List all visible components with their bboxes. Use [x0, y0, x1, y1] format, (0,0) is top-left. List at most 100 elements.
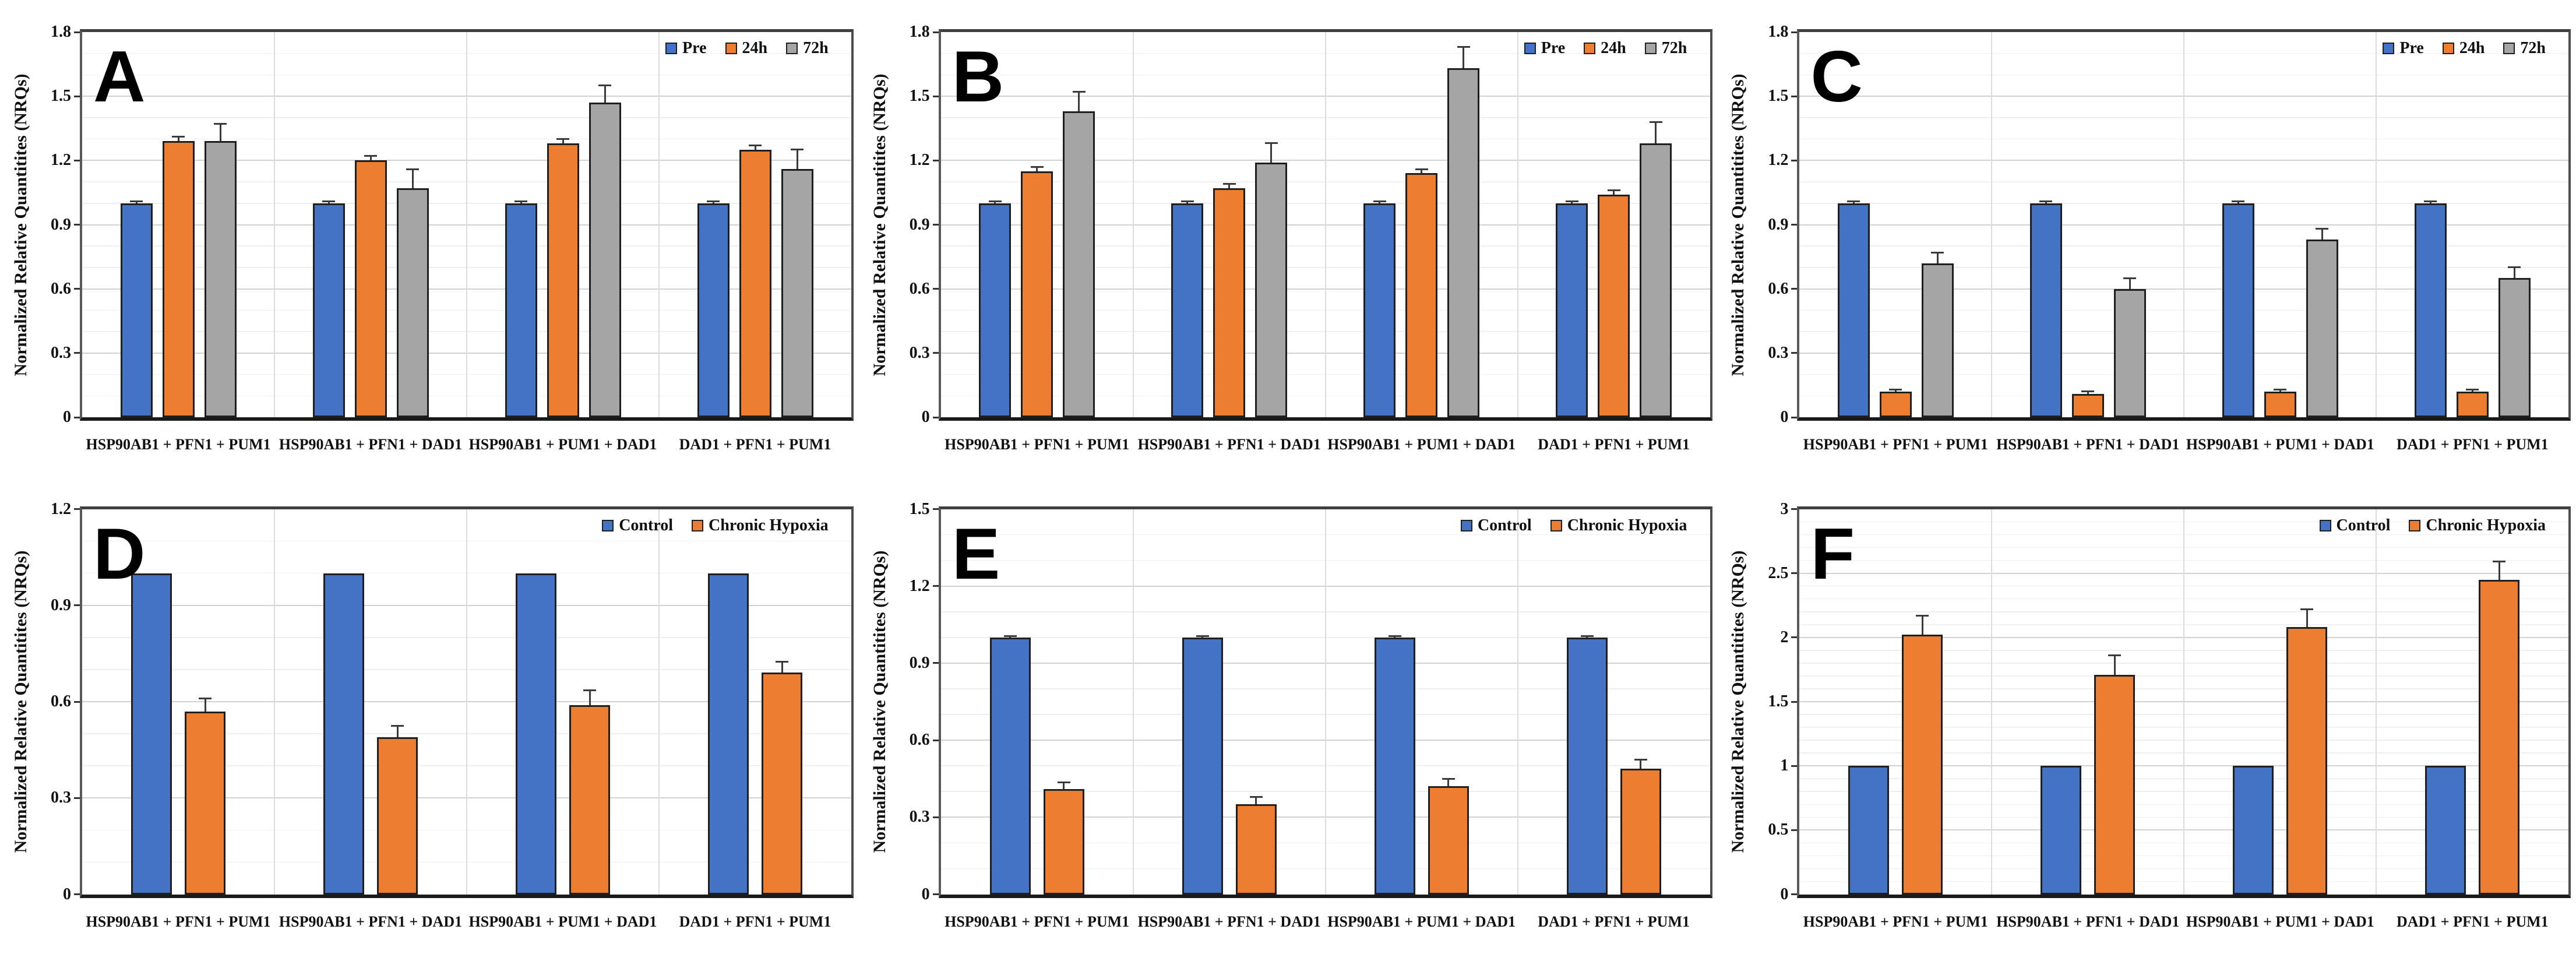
category-separator	[1517, 32, 1518, 417]
error-cap	[1415, 168, 1428, 170]
bar-chronic-hypoxia-cat2	[1235, 804, 1277, 895]
legend-item-72h: 72h	[1644, 39, 1687, 58]
error-cap	[515, 200, 527, 202]
error-whisker	[2279, 389, 2281, 392]
x-category-label: DAD1 + PFN1 + PUM1	[679, 913, 831, 930]
legend-swatch-icon	[602, 519, 614, 531]
legend-swatch-icon	[786, 43, 798, 54]
category-separator	[1324, 32, 1326, 417]
bar-24h-cat4	[2456, 391, 2489, 417]
y-tick-label: 0.9	[51, 215, 71, 234]
bar-pre-cat2	[2029, 203, 2062, 417]
bar-pre-cat4	[1556, 203, 1588, 417]
error-cap	[1388, 635, 1401, 638]
legend: Pre 24h 72h	[2383, 39, 2546, 58]
x-category-label: DAD1 + PFN1 + PUM1	[2396, 913, 2549, 930]
error-cap	[2508, 266, 2521, 269]
error-cap	[2108, 654, 2122, 657]
y-tick-label: 0.9	[909, 653, 930, 672]
bar-72h-cat4	[781, 169, 813, 417]
y-tick	[74, 797, 80, 799]
bar-pre-cat3	[1363, 203, 1396, 417]
error-whisker	[135, 201, 138, 203]
legend-swatch-icon	[2409, 519, 2421, 531]
x-category-label: HSP90AB1 + PFN1 + PUM1	[945, 436, 1130, 453]
y-tick	[74, 159, 80, 161]
y-axis-title: Normalized Relative Quantitites (NRQs)	[11, 73, 30, 376]
error-cap	[2300, 608, 2314, 610]
x-category-label: HSP90AB1 + PFN1 + DAD1	[279, 436, 463, 453]
bar-72h-cat3	[589, 103, 621, 417]
y-tick-label: 0	[1780, 885, 1789, 903]
y-tick	[74, 352, 80, 354]
bar-24h-cat4	[739, 149, 771, 417]
y-tick	[932, 585, 939, 587]
error-cap	[776, 660, 788, 663]
bar-pre-cat3	[505, 203, 537, 417]
error-cap	[2424, 200, 2437, 202]
error-cap	[1180, 200, 1194, 202]
bar-72h-cat2	[1255, 163, 1288, 417]
chart-panel-E: 0 0.3 0.6 0.9 1.2 1.5 HSP90AB1 + PFN1 + PUM1 HS…	[859, 477, 1718, 954]
chart-panel-B: 0 0.3 0.6 0.9 1.2 1.5 1.8 HSP90AB1 + PFN1 + PUM…	[859, 0, 1718, 477]
y-tick-label: 1	[1780, 756, 1789, 775]
y-tick	[1791, 700, 1798, 703]
legend-label: Pre	[1541, 39, 1566, 57]
error-whisker	[219, 124, 221, 142]
bar-pre-cat1	[979, 203, 1012, 417]
x-category-label: HSP90AB1 + PUM1 + DAD1	[1327, 436, 1516, 453]
bar-control-cat3	[516, 573, 556, 895]
error-whisker	[1379, 201, 1381, 203]
x-category-label: HSP90AB1 + PFN1 + PUM1	[86, 436, 271, 453]
x-category-label: DAD1 + PFN1 + PUM1	[1538, 436, 1690, 453]
error-whisker	[327, 201, 330, 203]
legend-label: 72h	[803, 39, 829, 57]
legend-swatch-icon	[2503, 43, 2515, 54]
error-whisker	[2498, 561, 2500, 580]
x-category-label: HSP90AB1 + PFN1 + PUM1	[1803, 913, 1988, 930]
legend: Control Chronic Hypoxia	[2319, 516, 2546, 535]
y-tick	[932, 893, 939, 895]
error-whisker	[2087, 391, 2089, 394]
error-cap	[1442, 777, 1455, 780]
y-tick	[932, 508, 939, 510]
bar-control-cat2	[1182, 637, 1223, 895]
error-cap	[556, 138, 569, 140]
legend-swatch-icon	[1550, 519, 1562, 531]
category-separator	[1132, 32, 1134, 417]
category-separator	[274, 32, 275, 417]
y-tick-label: 1.2	[909, 576, 930, 595]
category-separator	[2183, 32, 2185, 417]
error-cap	[322, 200, 335, 202]
bar-control-cat4	[1566, 637, 1608, 895]
error-whisker	[204, 698, 206, 712]
error-whisker	[1036, 167, 1038, 171]
error-cap	[1847, 200, 1860, 202]
error-whisker	[2306, 609, 2308, 628]
category-separator	[2376, 32, 2377, 417]
y-tick	[932, 288, 939, 290]
bar-pre-cat4	[2414, 203, 2447, 417]
error-whisker	[1852, 201, 1855, 203]
error-cap	[1030, 166, 1044, 168]
legend-swatch-icon	[1644, 43, 1657, 54]
error-cap	[1264, 142, 1278, 145]
error-whisker	[1270, 143, 1273, 163]
x-category-label: HSP90AB1 + PFN1 + DAD1	[1137, 436, 1321, 453]
x-category-label: HSP90AB1 + PUM1 + DAD1	[2186, 913, 2374, 930]
error-cap	[1889, 388, 1902, 390]
plot-area	[938, 29, 1712, 421]
y-tick	[74, 893, 80, 895]
legend-swatch-icon	[1584, 43, 1596, 54]
error-whisker	[2471, 389, 2473, 392]
y-tick-label: 0.3	[51, 788, 71, 807]
x-category-label: HSP90AB1 + PUM1 + DAD1	[1327, 913, 1516, 930]
error-whisker	[712, 201, 714, 203]
error-cap	[1222, 183, 1236, 185]
plot-area	[1797, 29, 2571, 421]
error-cap	[1196, 635, 1209, 638]
error-cap	[988, 200, 1002, 202]
legend-item-24h: 24h	[725, 39, 767, 58]
plot-area	[80, 506, 854, 898]
legend-label: Chronic Hypoxia	[1567, 516, 1687, 534]
